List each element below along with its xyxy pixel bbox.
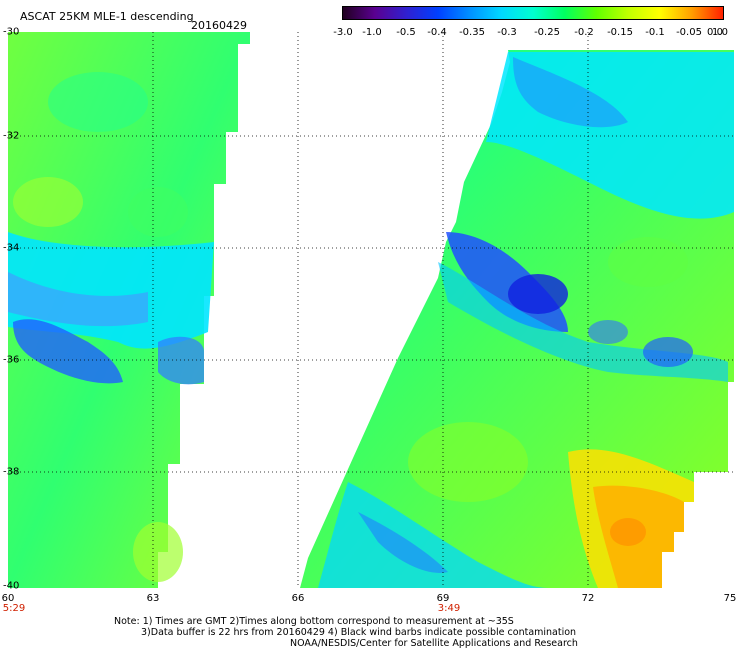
lat-label: -40	[3, 580, 20, 592]
colorbar-label: -1.0	[362, 27, 382, 38]
colorbar-label: -3.0	[333, 27, 353, 38]
note-line: NOAA/NESDIS/Center for Satellite Applica…	[290, 638, 578, 649]
lat-label: -34	[3, 242, 20, 254]
time-label: 3:49	[437, 603, 461, 614]
colorbar-label: 1.0	[712, 27, 728, 38]
colorbar-label: -0.5	[396, 27, 416, 38]
colorbar-label: -0.05	[676, 27, 702, 38]
colorbar-label: -0.25	[534, 27, 560, 38]
map-date: 20160429	[191, 19, 247, 32]
lat-label: -30	[3, 26, 20, 38]
lon-label: 63	[146, 593, 160, 604]
colorbar-label: -0.15	[607, 27, 633, 38]
colorbar-label: -0.2	[574, 27, 594, 38]
colorbar-label: -0.4	[427, 27, 447, 38]
lon-label: 72	[581, 593, 595, 604]
colorbar-label: -0.35	[459, 27, 485, 38]
note-line: Note: 1) Times are GMT 2)Times along bot…	[114, 616, 514, 627]
note-line: 3)Data buffer is 22 hrs from 20160429 4)…	[141, 627, 577, 638]
colorbar-label: -0.1	[645, 27, 665, 38]
lon-label: 69	[436, 593, 450, 604]
time-label: 5:29	[2, 603, 26, 614]
colorbar	[342, 6, 724, 20]
map-title: ASCAT 25KM MLE-1 descending	[20, 10, 194, 23]
lon-label: 66	[291, 593, 305, 604]
grid-lines	[8, 32, 734, 588]
lat-label: -36	[3, 354, 20, 366]
colorbar-labels: -3.0 -1.0 -0.5 -0.4 -0.35 -0.3 -0.25 -0.…	[330, 27, 740, 39]
left-swath	[8, 32, 250, 588]
colorbar-label: 0.0	[707, 27, 723, 38]
lat-label: -38	[3, 466, 20, 478]
right-swath	[300, 50, 734, 588]
satellite-swath-map	[8, 32, 734, 588]
footnotes: Note: 1) Times are GMT 2)Times along bot…	[114, 616, 578, 649]
lon-label: 60	[1, 593, 15, 604]
colorbar-label: -0.3	[497, 27, 517, 38]
lon-label: 75	[723, 593, 737, 604]
lat-label: -32	[3, 130, 20, 142]
